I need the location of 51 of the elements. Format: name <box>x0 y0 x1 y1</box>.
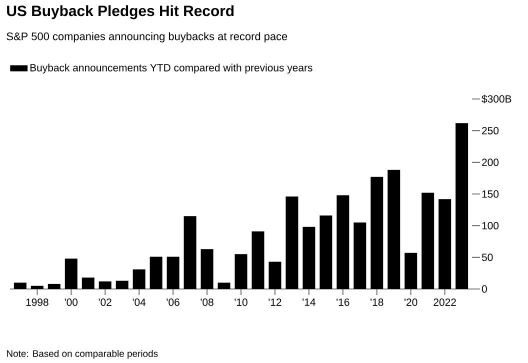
bar <box>132 269 146 289</box>
bar <box>354 222 366 289</box>
bar <box>82 278 94 289</box>
y-tick-label: 200 <box>482 158 499 166</box>
bar <box>218 282 230 289</box>
x-tick-label: 2022 <box>434 298 456 306</box>
x-tick-label: '04 <box>132 298 146 306</box>
bar <box>252 231 264 289</box>
x-tick-label: '00 <box>64 298 78 306</box>
x-tick-label: 1998 <box>26 298 48 306</box>
bar <box>48 284 60 289</box>
bar <box>320 216 332 289</box>
bar <box>438 199 452 289</box>
x-tick-label: '18 <box>370 298 384 306</box>
x-tick-label: '16 <box>336 298 350 306</box>
bar <box>116 280 128 289</box>
legend-label: Buyback announcements YTD compared with previous years <box>30 64 312 74</box>
x-tick-label: '08 <box>200 298 214 306</box>
chart-title: US Buyback Pledges Hit Record <box>7 5 234 20</box>
bar <box>184 216 196 289</box>
x-tick-label: '14 <box>302 298 316 306</box>
y-tick-label: 250 <box>482 126 499 134</box>
bar <box>404 252 418 289</box>
bar <box>388 170 400 289</box>
bar <box>336 195 350 289</box>
bar <box>456 123 468 289</box>
x-tick-label: '10 <box>234 298 248 306</box>
bar <box>98 281 112 289</box>
y-tick-label: 0 <box>482 285 487 293</box>
x-tick-label: '02 <box>98 298 112 306</box>
bar <box>14 282 26 289</box>
x-tick-label: '12 <box>268 298 282 306</box>
bar <box>268 262 282 289</box>
bar <box>150 256 162 289</box>
y-tick-label: $300B <box>482 94 512 104</box>
bar <box>64 258 78 289</box>
y-tick-label: 150 <box>482 190 499 198</box>
bar <box>370 176 384 289</box>
bar <box>234 254 248 289</box>
x-tick-label: '06 <box>166 298 180 306</box>
x-tick-label: '20 <box>404 298 418 306</box>
bar <box>302 226 316 289</box>
text: Note: Based on comparable periods <box>6 350 158 359</box>
bar <box>30 286 44 289</box>
bar <box>200 249 214 289</box>
bar <box>286 196 298 289</box>
y-tick-label: 100 <box>482 222 499 230</box>
y-tick-label: 50 <box>482 254 493 262</box>
bar <box>422 192 434 289</box>
bar <box>166 256 180 289</box>
chart-subtitle: S&P 500 companies announcing buybacks at record pace <box>6 32 288 42</box>
